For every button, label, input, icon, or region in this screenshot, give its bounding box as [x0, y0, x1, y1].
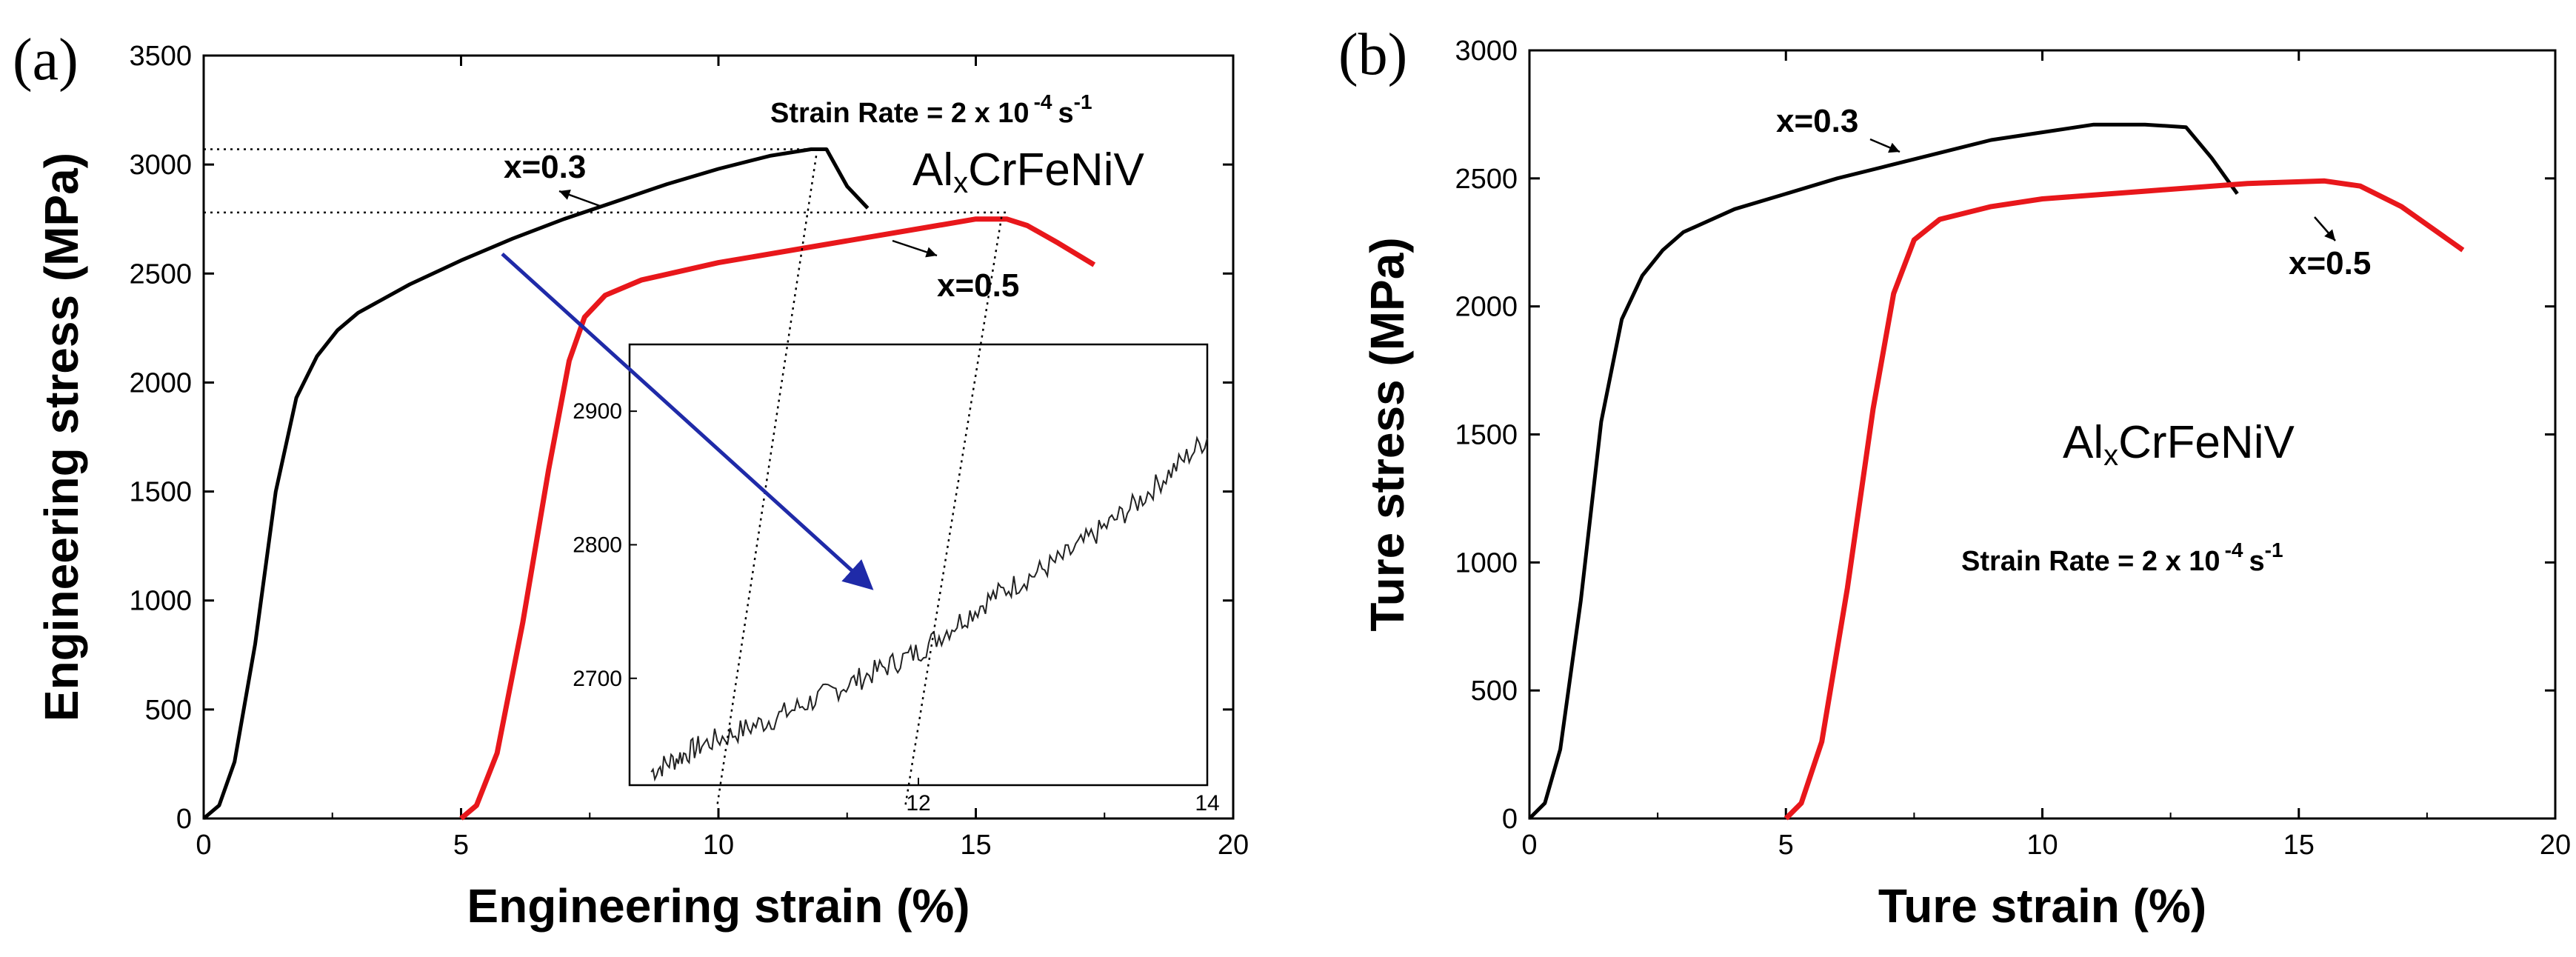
label-x-0.3-arrowhead: [559, 190, 571, 200]
y-tick-label: 0: [176, 804, 192, 835]
x-tick-label: 20: [2540, 830, 2571, 861]
alloy-suffix: CrFeNiV: [968, 144, 1144, 196]
alloy-name: AlxCrFeNiV: [912, 144, 1144, 199]
strain-rate-text: Strain Rate = 2 x 10 -4 s-1: [1961, 538, 2283, 577]
plot-frame-1: [1528, 49, 2557, 820]
y-tick-label: 1000: [129, 586, 192, 617]
y-tick-label: 1500: [1455, 420, 1518, 451]
y-axis-title: Engineering stress (MPa): [35, 153, 88, 721]
strain-rate-main: Strain Rate = 2 x 10: [770, 98, 1030, 129]
series-line-x-0.5: [459, 216, 1096, 821]
y-tick-label: 1000: [1455, 547, 1518, 578]
inset-series-line: [650, 436, 1208, 782]
label-x-0.5-arrowhead: [2324, 229, 2335, 241]
alloy-suffix: CrFeNiV: [2118, 417, 2295, 468]
y-tick-label: 500: [1471, 676, 1518, 707]
x-tick-label: 5: [453, 830, 469, 861]
strain-rate-exp: -4: [1034, 90, 1052, 113]
inset-x-tick-label: 12: [906, 791, 930, 816]
series-line-x-0.3: [202, 147, 870, 820]
strain-rate-unit: s: [2249, 546, 2264, 577]
y-tick-label: 500: [145, 695, 192, 726]
alloy-prefix: Al: [912, 144, 953, 196]
x-axis-title: Engineering strain (%): [467, 879, 970, 933]
alloy-name: AlxCrFeNiV: [2063, 417, 2295, 472]
x-tick-label: 15: [2283, 830, 2315, 861]
x-tick-label: 5: [1778, 830, 1794, 861]
x-tick-label: 0: [1521, 830, 1537, 861]
y-tick-label: 2500: [129, 259, 192, 290]
strain-rate-main: Strain Rate = 2 x 10: [1961, 546, 2220, 577]
y-tick-label: 3000: [1455, 36, 1518, 67]
alloy-prefix: Al: [2063, 417, 2103, 468]
x-axis-title: Ture strain (%): [1878, 879, 2206, 933]
inset-y-tick-label: 2900: [573, 399, 622, 424]
x-tick-label: 0: [196, 830, 211, 861]
y-tick-label: 3000: [129, 150, 192, 181]
x-tick-label: 20: [1218, 830, 1249, 861]
panel-label: (a): [13, 27, 79, 93]
y-tick-label: 2500: [1455, 164, 1518, 195]
y-axis-title: Ture stress (MPa): [1361, 237, 1414, 631]
panel-label: (b): [1338, 22, 1407, 87]
zoom-arrow: [501, 252, 874, 590]
label-x-0.5-arrowhead: [925, 247, 937, 258]
strain-rate-annotation: Strain Rate = 2 x 10 -4 s-1: [770, 90, 1092, 129]
y-tick-label: 2000: [1455, 292, 1518, 323]
x-tick-label: 10: [703, 830, 734, 861]
y-tick-label: 1500: [129, 477, 192, 508]
alloy-sub: x: [2103, 439, 2118, 472]
inset-y-tick-label: 2800: [573, 533, 622, 557]
y-tick-label: 2000: [129, 367, 192, 399]
y-tick-label: 3500: [129, 41, 192, 72]
strain-rate-text: Strain Rate = 2 x 10 -4 s-1: [770, 90, 1092, 129]
label-x-0.5: x=0.5: [937, 267, 1019, 304]
inset-x-tick-label: 14: [1195, 791, 1219, 816]
alloy-sub: x: [953, 167, 968, 199]
strain-rate-unit: s: [1058, 98, 1073, 129]
inset-y-tick-label: 2700: [573, 667, 622, 691]
series-line-x-0.3: [1528, 122, 2239, 820]
label-x-0.3: x=0.3: [1776, 103, 1858, 139]
x-tick-label: 10: [2026, 830, 2058, 861]
series-line-x-0.5: [1783, 178, 2465, 821]
y-tick-label: 0: [1502, 804, 1518, 835]
label-x-0.3: x=0.3: [504, 149, 586, 185]
x-tick-label: 15: [960, 830, 991, 861]
strain-rate-annotation: Strain Rate = 2 x 10 -4 s-1: [1961, 538, 2283, 577]
strain-rate-unit-exp: -1: [2265, 538, 2283, 561]
label-x-0.3-arrowhead: [1888, 142, 1900, 153]
label-x-0.5: x=0.5: [2289, 245, 2371, 281]
strain-rate-unit-exp: -1: [1074, 90, 1092, 113]
inset-frame: [628, 343, 1209, 787]
strain-rate-exp: -4: [2225, 538, 2243, 561]
